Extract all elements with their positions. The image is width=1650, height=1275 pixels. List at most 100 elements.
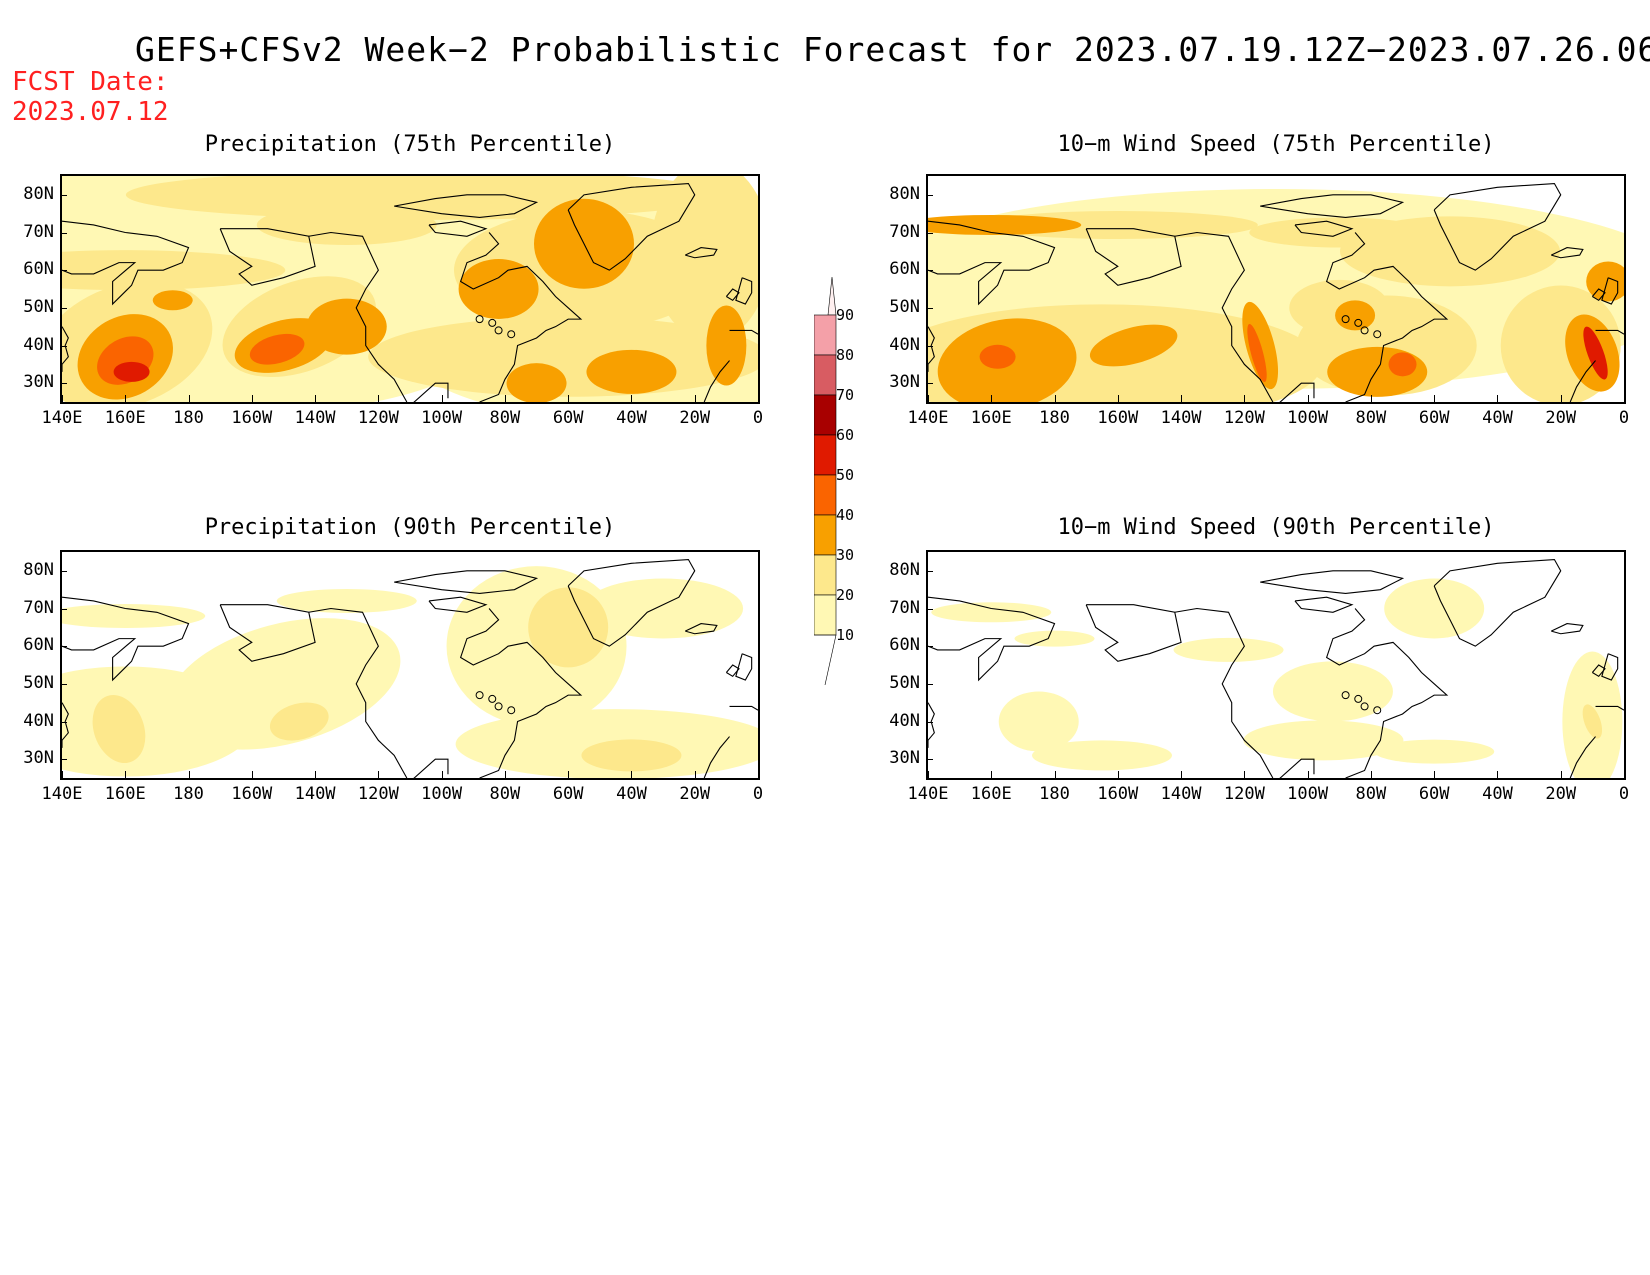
lon-tick — [1244, 771, 1246, 778]
lon-label: 20W — [679, 408, 711, 428]
lon-label: 120W — [1223, 784, 1265, 804]
lon-tick — [1434, 395, 1436, 402]
shaded-area — [979, 344, 1016, 369]
coastline — [413, 382, 449, 402]
lon-tick — [694, 395, 696, 402]
lon-tick — [251, 771, 253, 778]
coastline — [1601, 653, 1619, 681]
lon-label: 140W — [294, 408, 336, 428]
lon-tick — [1560, 771, 1562, 778]
panel-title-wind-75: 10−m Wind Speed (75th Percentile) — [1057, 132, 1495, 157]
coastline — [703, 360, 730, 402]
shaded-area — [586, 349, 677, 394]
lon-tick — [1434, 771, 1436, 778]
lon-tick — [1117, 771, 1119, 778]
lon-label: 140W — [1160, 784, 1202, 804]
shaded-area — [998, 691, 1079, 752]
shaded-area — [113, 361, 150, 382]
colorbar-box — [814, 474, 837, 516]
forecast-date: FCST Date: 2023.07.12 — [12, 67, 169, 127]
coastline — [725, 288, 740, 302]
shaded-area — [1173, 637, 1284, 662]
colorbar-label: 40 — [836, 506, 855, 524]
lon-label: 40W — [616, 408, 647, 428]
lon-label: 160W — [231, 784, 273, 804]
lat-tick — [926, 270, 933, 272]
lon-tick — [928, 771, 929, 778]
lat-tick — [60, 270, 67, 272]
coastline — [567, 182, 696, 271]
coastline — [1569, 736, 1596, 778]
panel-title-precip-90: Precipitation (90th Percentile) — [204, 515, 616, 540]
shaded-area — [928, 214, 1082, 235]
lon-label: 100W — [1287, 408, 1329, 428]
shaded-area — [152, 290, 193, 311]
lon-tick — [378, 395, 380, 402]
lon-tick — [1370, 771, 1372, 778]
colorbar-box — [814, 394, 837, 436]
lon-tick — [631, 395, 633, 402]
lat-label: 50N — [889, 672, 920, 693]
lon-tick — [62, 771, 63, 778]
coastline — [62, 702, 69, 748]
colorbar-box — [814, 594, 837, 636]
lake-outline — [1354, 694, 1363, 703]
colorbar-label: 50 — [836, 466, 855, 484]
lake-outline — [507, 330, 516, 339]
colorbar-label: 20 — [836, 586, 855, 604]
coastline — [1591, 664, 1606, 678]
field — [62, 176, 758, 402]
lake-outline — [1341, 691, 1350, 700]
lon-tick — [758, 395, 759, 402]
shaded-area — [506, 363, 567, 402]
lat-label: 30N — [889, 748, 920, 769]
map-wind-75 — [926, 174, 1626, 404]
coastline — [684, 623, 718, 635]
lon-tick — [1624, 771, 1625, 778]
lon-tick — [125, 395, 127, 402]
lon-label: 160E — [970, 784, 1012, 804]
lon-label: 0 — [1618, 408, 1630, 428]
lon-tick — [62, 395, 63, 402]
map-precip-90 — [60, 550, 760, 780]
lon-label: 0 — [1618, 784, 1630, 804]
lon-label: 0 — [752, 784, 764, 804]
lake-outline — [1360, 702, 1369, 711]
shaded-area — [1032, 740, 1172, 771]
coastline — [1550, 623, 1584, 635]
forecast-date-label: FCST Date: — [12, 67, 169, 97]
colorbar-label: 90 — [836, 306, 855, 324]
lon-tick — [1307, 395, 1309, 402]
coastline — [928, 702, 935, 748]
coastline — [928, 220, 1056, 306]
coastline — [1601, 277, 1619, 305]
map-precip-75 — [60, 174, 760, 404]
colorbar — [814, 276, 837, 685]
lon-tick — [1560, 395, 1562, 402]
lon-label: 100W — [1287, 784, 1329, 804]
lon-tick — [568, 395, 570, 402]
colorbar-box — [814, 314, 837, 356]
shaded-area — [1586, 261, 1624, 302]
lon-tick — [315, 395, 317, 402]
lon-label: 120W — [357, 408, 399, 428]
lake-outline — [475, 315, 484, 324]
coastline — [219, 604, 316, 662]
lon-tick — [991, 395, 993, 402]
lat-label: 50N — [23, 672, 54, 693]
shaded-area — [1374, 739, 1495, 764]
lat-label: 30N — [889, 372, 920, 393]
lon-tick — [315, 771, 317, 778]
coastline — [459, 232, 583, 402]
shaded-area — [306, 298, 387, 355]
lake-outline — [494, 702, 503, 711]
lon-tick — [1624, 395, 1625, 402]
colorbar-label: 10 — [836, 626, 855, 644]
lat-label: 80N — [889, 183, 920, 204]
lat-label: 40N — [23, 710, 54, 731]
lat-tick — [60, 345, 67, 347]
lat-tick — [926, 759, 933, 761]
coastline — [1294, 220, 1354, 237]
lon-label: 40W — [1482, 408, 1513, 428]
lat-label: 30N — [23, 372, 54, 393]
